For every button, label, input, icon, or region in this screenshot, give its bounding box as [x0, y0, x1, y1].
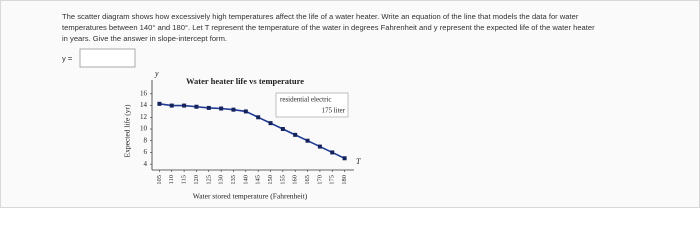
data-point — [157, 101, 162, 106]
frame — [0, 0, 700, 208]
data-point — [219, 106, 224, 111]
y-axis-symbol: y — [154, 69, 159, 78]
y-tick-label: 6 — [144, 148, 148, 156]
page: The scatter diagram shows how excessivel… — [0, 0, 700, 208]
data-point — [280, 127, 285, 131]
data-point — [169, 103, 174, 108]
x-tick-label: 155 — [279, 175, 286, 185]
question-line: in years. Give the answer in slope-inter… — [62, 34, 227, 43]
x-axis-symbol: T — [356, 157, 361, 166]
answer-label: y = — [62, 54, 73, 63]
x-tick-label: 115 — [181, 175, 188, 185]
x-tick-label: 110 — [168, 175, 175, 185]
x-tick-label: 140 — [242, 175, 249, 185]
legend-box — [275, 92, 349, 118]
data-point — [256, 115, 261, 120]
x-tick-label: 125 — [205, 175, 212, 185]
x-tick-label: 175 — [329, 175, 336, 185]
y-axis-label: Expected life (yr) — [123, 104, 132, 157]
y-tick-label: 8 — [144, 136, 148, 144]
question-line: temperatures between 140° and 180°. Let … — [62, 23, 595, 32]
x-tick-label: 150 — [267, 175, 274, 185]
data-point — [231, 107, 236, 112]
y-tick-label: 16 — [140, 89, 148, 97]
data-point — [182, 103, 187, 108]
y-tick-label: 14 — [140, 101, 148, 109]
data-point — [268, 121, 273, 126]
x-tick-label: 145 — [255, 175, 262, 185]
data-point — [194, 104, 199, 109]
x-tick-label: 135 — [230, 175, 237, 185]
y-tick-label: 4 — [144, 160, 148, 168]
screen: The scatter diagram shows how excessivel… — [0, 0, 700, 208]
data-point — [243, 109, 248, 114]
chart-title: Water heater life vs temperature — [186, 76, 304, 86]
data-point — [330, 150, 335, 155]
data-point — [317, 144, 322, 149]
x-tick-label: 130 — [218, 175, 225, 185]
question-line: The scatter diagram shows how excessivel… — [62, 12, 579, 21]
series-line — [159, 103, 345, 160]
y-tick-label: 10 — [140, 125, 148, 133]
data-point — [206, 105, 211, 110]
x-tick-label: 170 — [316, 175, 323, 185]
y-tick-label: 12 — [140, 113, 148, 121]
answer-input[interactable] — [79, 48, 136, 68]
x-tick-label: 180 — [341, 175, 348, 185]
annotation: 175 liter — [321, 107, 345, 115]
x-tick-label: 160 — [292, 175, 299, 185]
x-axis-label: Water stored temperature (Fahrenheit) — [193, 192, 308, 201]
annotation: residential electric — [280, 96, 332, 104]
data-point — [293, 132, 298, 137]
x-tick-label: 165 — [304, 175, 311, 185]
x-tick-label: 105 — [156, 175, 163, 185]
x-tick-label: 120 — [193, 175, 200, 185]
data-point — [305, 138, 310, 143]
data-point — [342, 156, 347, 161]
